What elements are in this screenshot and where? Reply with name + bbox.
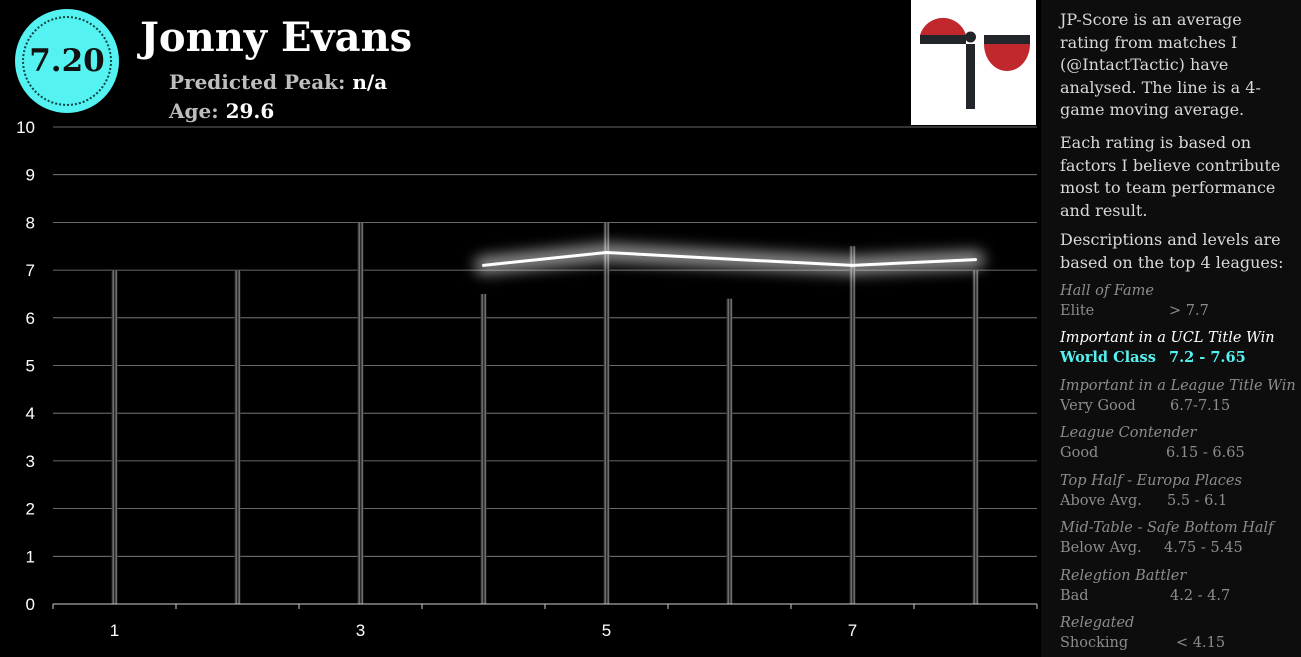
level-item: Relegtion Battler Bad 4.2 - 4.7	[1060, 566, 1297, 606]
level-range: 6.15 - 6.65	[1166, 445, 1245, 461]
level-description: Mid-Table - Safe Bottom Half	[1060, 520, 1274, 536]
x-tick-label: 3	[356, 621, 365, 640]
level-description: Top Half - Europa Places	[1060, 473, 1242, 489]
sidebar: JP-Score is an average rating from match…	[1041, 0, 1301, 657]
bar	[357, 222, 364, 604]
sidebar-levels-intro: Descriptions and levels are based on the…	[1060, 230, 1284, 272]
bar-edge	[481, 293, 483, 604]
bar-edge	[235, 270, 237, 604]
bar	[234, 270, 241, 604]
level-range: 4.2 - 4.7	[1170, 588, 1231, 604]
y-tick-label: 8	[26, 213, 35, 232]
level-label: Bad	[1060, 588, 1089, 604]
line-point	[974, 258, 977, 262]
line-point	[605, 250, 608, 254]
bar	[603, 222, 610, 604]
bar-edge	[484, 293, 486, 604]
y-tick-label: 7	[26, 261, 35, 280]
level-description: League Contender	[1060, 425, 1197, 441]
line-point	[482, 263, 485, 267]
y-tick-label: 4	[26, 404, 35, 423]
sidebar-basis: Each rating is based on factors I believ…	[1060, 133, 1281, 220]
level-description: Important in a UCL Title Win	[1060, 330, 1275, 346]
bar-edge	[973, 270, 975, 604]
predicted-peak: Predicted Peak: n/a	[169, 70, 387, 94]
y-tick-label: 5	[26, 357, 35, 376]
bar	[849, 246, 856, 604]
level-range: > 7.7	[1169, 303, 1209, 319]
level-item: Important in a League Title Win Very Goo…	[1060, 376, 1297, 416]
bar-edge	[358, 222, 360, 604]
level-label: Shocking	[1060, 635, 1129, 651]
y-tick-label: 3	[26, 452, 35, 471]
level-label: Good	[1060, 445, 1099, 461]
rating-chart: 0 1 2 3 4 5 6 7 8 9 10 1 3 5 7	[16, 118, 1038, 640]
level-range: 4.75 - 5.45	[1164, 540, 1243, 556]
jp-logo-icon	[911, 0, 1036, 125]
age: Age: 29.6	[169, 99, 274, 123]
level-description: Important in a League Title Win	[1060, 378, 1296, 394]
score-badge: 7.20	[18, 12, 116, 110]
bar-edge	[604, 222, 606, 604]
level-item: Hall of Fame Elite > 7.7	[1060, 281, 1297, 321]
bar-edge	[850, 246, 852, 604]
bar-edge	[730, 298, 732, 604]
level-label: Above Avg.	[1060, 493, 1142, 509]
bar-edge	[607, 222, 609, 604]
level-label: Below Avg.	[1060, 540, 1142, 556]
bar-edge	[238, 270, 240, 604]
score-value: 7.20	[29, 43, 105, 79]
player-name: Jonny Evans	[140, 14, 413, 61]
level-description: Relegtion Battler	[1060, 568, 1187, 584]
y-tick-label: 9	[26, 166, 35, 185]
bar	[111, 270, 118, 604]
level-item: Relegated Shocking < 4.15	[1060, 613, 1297, 653]
level-item-active: Important in a UCL Title Win World Class…	[1060, 328, 1297, 368]
age-value: 29.6	[225, 99, 275, 123]
bar-edge	[115, 270, 117, 604]
bar-edge	[853, 246, 855, 604]
bar-edge	[976, 270, 978, 604]
level-description: Relegated	[1060, 615, 1135, 631]
predicted-peak-label: Predicted Peak:	[169, 70, 346, 94]
level-item: League Contender Good 6.15 - 6.65	[1060, 423, 1297, 463]
line-point	[728, 257, 731, 261]
y-tick-label: 1	[26, 547, 35, 566]
bar	[726, 298, 733, 604]
x-tick-label: 1	[110, 621, 119, 640]
level-item: Mid-Table - Safe Bottom Half Below Avg. 4…	[1060, 518, 1297, 558]
age-label: Age:	[169, 99, 219, 123]
level-range: 7.2 - 7.65	[1169, 349, 1246, 366]
x-tick-label: 7	[848, 621, 857, 640]
chart-panel: 7.20 Jonny Evans Predicted Peak: n/a Age…	[16, 0, 1038, 640]
bar-edge	[112, 270, 114, 604]
bar-edge	[361, 222, 363, 604]
bar	[972, 270, 979, 604]
level-label: Elite	[1060, 303, 1095, 319]
y-tick-label: 2	[26, 500, 35, 519]
y-tick-label: 0	[26, 595, 35, 614]
bar-edge	[727, 298, 729, 604]
x-tick-label: 5	[602, 621, 611, 640]
y-tick-label: 6	[26, 309, 35, 328]
y-tick-label: 10	[16, 118, 35, 137]
level-range: 5.5 - 6.1	[1167, 493, 1228, 509]
line-point	[851, 263, 854, 267]
predicted-peak-value: n/a	[352, 70, 388, 94]
bar	[480, 293, 487, 604]
sidebar-intro: JP-Score is an average rating from match…	[1060, 10, 1261, 119]
level-description: Hall of Fame	[1060, 283, 1154, 299]
level-label: Very Good	[1060, 398, 1136, 414]
level-item: Top Half - Europa Places Above Avg. 5.5 -…	[1060, 471, 1297, 511]
level-range: 6.7-7.15	[1170, 398, 1231, 414]
level-range: < 4.15	[1176, 635, 1226, 651]
level-label: World Class	[1060, 349, 1156, 366]
